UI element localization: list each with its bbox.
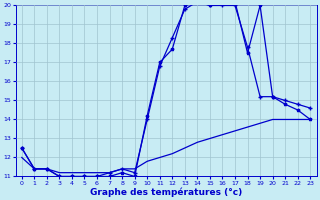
X-axis label: Graphe des températures (°c): Graphe des températures (°c) (90, 187, 242, 197)
